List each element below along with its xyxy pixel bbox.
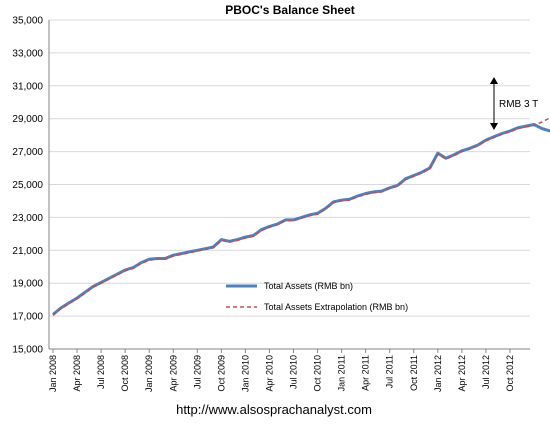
legend-label-extrapolation: Total Assets Extrapolation (RMB bn)	[264, 302, 408, 312]
y-tick-label: 15,000	[12, 345, 43, 356]
arrow-up-icon	[490, 77, 498, 84]
x-tick-label: Oct 2010	[313, 355, 323, 392]
x-tick-label: Jan 2008	[48, 355, 58, 392]
y-tick-label: 19,000	[12, 279, 43, 290]
y-tick-label: 29,000	[12, 114, 43, 125]
x-axis-ticks: Jan 2008 Apr 2008 Jul 2008 Oct 2008 Jan 2009…	[48, 349, 515, 392]
x-tick-label: Apr 2008	[72, 355, 82, 392]
y-tick-label: 21,000	[12, 246, 43, 257]
arrow-down-icon	[490, 123, 498, 130]
x-tick-label: Jan 2011	[337, 355, 347, 391]
y-tick-label: 31,000	[12, 81, 43, 92]
x-tick-label: Oct 2011	[409, 355, 419, 391]
x-tick-label: Jan 2012	[433, 355, 443, 392]
series-layer	[52, 117, 550, 316]
annotation-label: RMB 3 T	[499, 99, 538, 110]
x-tick-label: Jan 2009	[144, 355, 154, 392]
y-tick-label: 33,000	[12, 48, 43, 59]
x-tick-label: Apr 2010	[264, 355, 274, 392]
x-tick-label: Oct 2009	[216, 355, 226, 392]
x-tick-label: Jul 2010	[289, 355, 299, 389]
y-tick-label: 27,000	[12, 147, 43, 158]
x-tick-label: Apr 2012	[457, 355, 467, 392]
x-tick-label: Apr 2011	[361, 355, 371, 391]
legend-label-total-assets: Total Assets (RMB bn)	[264, 281, 353, 291]
x-tick-label: Jul 2008	[96, 355, 106, 389]
footer-url: http://www.alsosprachanalyst.com	[176, 402, 372, 417]
series-line-extrapolation	[52, 117, 550, 316]
y-axis-ticks: 15,000 17,000 19,000 21,000 23,000 25,000 27,0…	[12, 16, 43, 356]
x-tick-label: Jul 2012	[481, 355, 491, 389]
x-tick-label: Jul 2011	[385, 355, 395, 388]
chart-title: PBOC's Balance Sheet	[225, 3, 355, 17]
series-line-total-assets	[52, 123, 550, 316]
y-tick-label: 17,000	[12, 312, 43, 323]
x-tick-label: Oct 2008	[120, 355, 130, 392]
x-tick-label: Oct 2012	[505, 355, 515, 392]
gridlines	[49, 19, 530, 317]
x-tick-label: Jul 2009	[192, 355, 202, 389]
x-tick-label: Jan 2010	[240, 355, 250, 392]
x-tick-label: Apr 2009	[168, 355, 178, 392]
legend: Total Assets (RMB bn) Total Assets Extra…	[226, 281, 408, 312]
annotation-arrow: RMB 3 T	[490, 77, 538, 130]
y-tick-label: 25,000	[12, 180, 43, 191]
y-tick-label: 35,000	[12, 16, 43, 27]
y-tick-label: 23,000	[12, 213, 43, 224]
